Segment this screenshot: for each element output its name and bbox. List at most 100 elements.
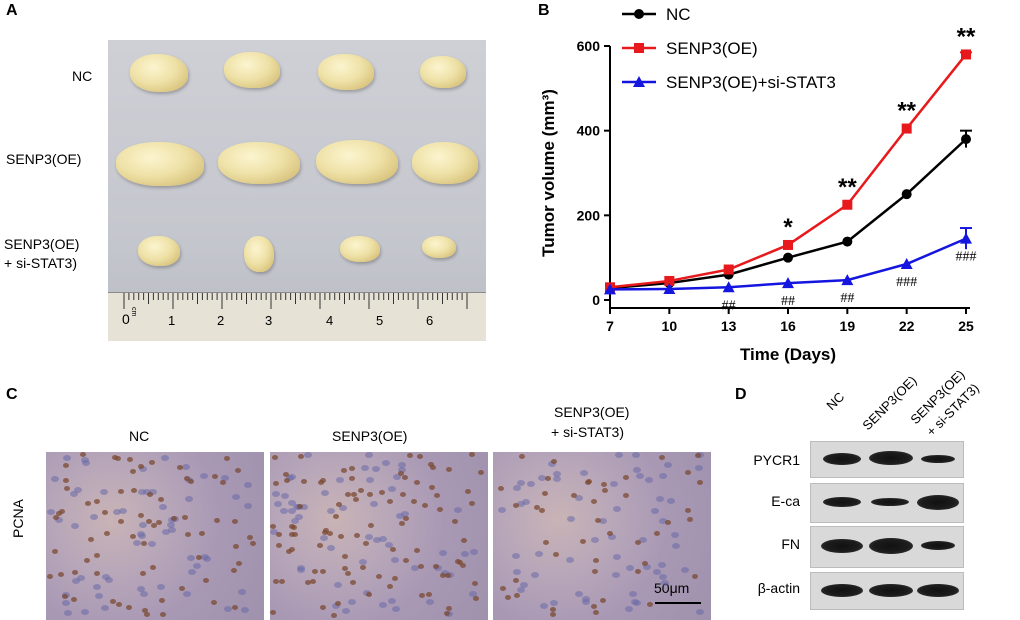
- nucleus-brown: [607, 531, 613, 536]
- data-point: [842, 236, 853, 247]
- nucleus-blue: [659, 574, 667, 580]
- nucleus-brown: [94, 571, 100, 576]
- nucleus-blue: [659, 473, 667, 479]
- nucleus-brown: [446, 467, 452, 472]
- data-point: [722, 281, 735, 293]
- ruler-num-6: 6: [426, 313, 434, 328]
- nucleus-brown: [444, 611, 450, 616]
- nucleus-brown: [310, 579, 316, 584]
- nucleus-brown: [140, 571, 146, 576]
- nucleus-brown: [445, 573, 451, 578]
- nucleus-brown: [273, 481, 279, 486]
- band-eca-nc: [823, 497, 861, 507]
- nucleus-blue: [348, 599, 356, 605]
- x-axis-label: Time (Days): [740, 345, 836, 364]
- nucleus-brown: [403, 516, 409, 521]
- nucleus-blue: [681, 567, 689, 573]
- nucleus-blue: [244, 503, 252, 509]
- nucleus-blue: [653, 569, 661, 575]
- nucleus-brown: [233, 544, 239, 549]
- nucleus-brown: [331, 613, 337, 618]
- nucleus-blue: [393, 474, 401, 480]
- nucleus-blue: [661, 580, 669, 586]
- nucleus-brown: [312, 569, 318, 574]
- nucleus-brown: [333, 514, 339, 519]
- nucleus-brown: [461, 538, 467, 543]
- nucleus-brown: [47, 574, 53, 579]
- row-label-senp3-si-line2: + si-STAT3): [4, 255, 77, 271]
- nucleus-brown: [419, 593, 425, 598]
- nucleus-brown: [292, 532, 298, 537]
- nucleus-brown: [498, 486, 504, 491]
- nucleus-blue: [361, 465, 369, 471]
- nucleus-brown: [270, 524, 276, 529]
- tumor-si-2: [244, 236, 274, 272]
- nucleus-brown: [452, 519, 458, 524]
- wb-col-nc: NC: [823, 389, 848, 413]
- micro-image-nc: [46, 452, 264, 620]
- tumor-oe-4: [412, 142, 478, 184]
- nucleus-blue: [388, 598, 396, 604]
- nucleus-brown: [286, 549, 292, 554]
- nucleus-brown: [64, 486, 70, 491]
- tumor-volume-chart: 0 200 400 600 7 10 13 16 19 22 25 Time (Days) Tumor …: [539, 5, 977, 364]
- nucleus-brown: [289, 532, 295, 537]
- nucleus-brown: [80, 452, 86, 457]
- nucleus-brown: [551, 459, 557, 464]
- nucleus-brown: [465, 489, 471, 494]
- nucleus-brown: [400, 492, 406, 497]
- nucleus-brown: [297, 504, 303, 509]
- nucleus-blue: [366, 477, 374, 483]
- nucleus-blue: [553, 471, 561, 477]
- nucleus-blue: [633, 600, 641, 606]
- nucleus-blue: [93, 584, 101, 590]
- tumor-nc-4: [420, 56, 466, 88]
- nucleus-blue: [288, 508, 296, 514]
- nucleus-blue: [636, 473, 644, 479]
- nucleus-brown: [600, 598, 606, 603]
- nucleus-brown: [360, 565, 366, 570]
- nucleus-brown: [469, 501, 475, 506]
- scale-bar-label: 50μm: [654, 580, 690, 596]
- nucleus-brown: [58, 572, 64, 577]
- nucleus-brown: [685, 508, 691, 513]
- nucleus-blue: [385, 542, 393, 548]
- nucleus-brown: [203, 578, 209, 583]
- nucleus-blue: [139, 522, 147, 528]
- nucleus-brown: [317, 543, 323, 548]
- data-point: [783, 239, 793, 250]
- nucleus-blue: [63, 455, 71, 461]
- nucleus-brown: [320, 478, 326, 483]
- nucleus-blue: [392, 606, 400, 612]
- legend-label-1: SENP3(OE): [666, 39, 758, 58]
- significance-hash: ##: [722, 298, 736, 313]
- nucleus-blue: [426, 599, 434, 605]
- ruler-num-1: 1: [168, 313, 176, 328]
- nucleus-blue: [610, 481, 618, 487]
- nucleus-blue: [461, 551, 469, 557]
- significance-star: **: [957, 23, 976, 50]
- nucleus-blue: [365, 534, 373, 540]
- nucleus-blue: [359, 559, 367, 565]
- nucleus-brown: [127, 457, 133, 462]
- nucleus-blue: [613, 554, 621, 560]
- significance-star: **: [838, 174, 857, 201]
- nucleus-brown: [146, 519, 152, 524]
- nucleus-blue: [658, 562, 666, 568]
- data-point: [901, 123, 912, 134]
- nucleus-brown: [623, 493, 629, 498]
- nucleus-brown: [422, 503, 428, 508]
- nucleus-blue: [612, 572, 620, 578]
- nucleus-brown: [429, 485, 435, 490]
- nucleus-brown: [231, 568, 237, 573]
- nucleus-brown: [179, 586, 185, 591]
- nucleus-brown: [358, 488, 364, 493]
- nucleus-brown: [338, 534, 344, 539]
- data-point: [634, 9, 644, 19]
- nucleus-brown: [305, 580, 311, 585]
- ruler-ticks: [123, 293, 468, 309]
- nucleus-blue: [454, 507, 462, 513]
- nucleus-blue: [327, 508, 335, 514]
- nucleus-blue: [575, 591, 583, 597]
- data-point: [900, 258, 913, 270]
